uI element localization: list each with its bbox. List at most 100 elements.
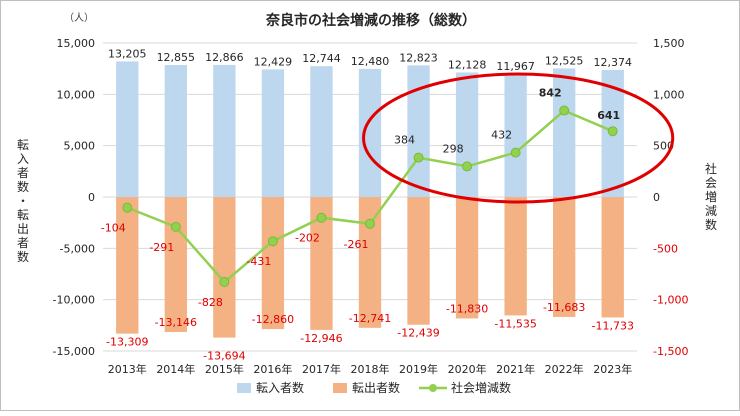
data-label-outflow: -11,535 (494, 317, 536, 330)
bar-outflow (213, 197, 236, 338)
x-tick-label: 2014年 (156, 362, 195, 376)
legend-marker-net-change (429, 384, 437, 392)
bar-inflow (553, 68, 576, 197)
x-tick-label: 2018年 (351, 362, 390, 376)
bar-inflow (213, 64, 236, 198)
highlight-ellipse (362, 72, 675, 204)
line-point-net-change (170, 221, 181, 232)
data-label-outflow: -13,694 (203, 350, 245, 363)
y-tick-label-right: -1,500 (653, 345, 688, 358)
y-tick-label-right: -1,000 (653, 294, 688, 307)
line-point-net-change (316, 212, 327, 223)
y-axis-label-left-char: 数 (17, 249, 29, 264)
y-axis-label-right-char: 会 (705, 176, 717, 190)
line-point-net-change (462, 161, 473, 172)
y-axis-label-left-char: 出 (17, 222, 29, 236)
bar-inflow (116, 61, 139, 197)
y-tick-label-left: -15,000 (53, 345, 95, 358)
y-axis-label-left-char: ・ (17, 194, 29, 208)
y-tick-label-right: 1,000 (653, 88, 685, 101)
data-label-net-change: -261 (344, 238, 369, 251)
legend-label-outflow: 転出者数 (352, 380, 400, 395)
legend-swatch-inflow (237, 383, 251, 393)
bar-outflow (164, 197, 187, 332)
x-tick-label: 2013年 (108, 362, 147, 376)
data-label-net-change: -104 (101, 222, 126, 235)
y-tick-label-left: -10,000 (53, 294, 95, 307)
axes: 15,000 10,000 5,000 0 -5,000 -10,000 -15,000 1,… (53, 37, 689, 376)
y-axis-label-right-char: 社 (705, 161, 717, 176)
data-label-outflow: -13,146 (155, 316, 197, 329)
y-tick-label-left: 5,000 (64, 140, 96, 153)
data-label-inflow: 12,429 (254, 55, 293, 68)
y-axis-label-left-char: 転 (17, 138, 29, 152)
data-label-net-change: 384 (394, 134, 415, 147)
bar-outflow (455, 197, 479, 319)
data-label-inflow: 12,480 (351, 55, 390, 68)
y-axis-label-right-char: 減 (705, 203, 717, 218)
data-label-net-change: 432 (491, 129, 512, 142)
y-axis-label-left-char: 者 (17, 236, 29, 250)
bar-outflow (116, 197, 139, 334)
data-label-inflow: 12,823 (399, 51, 438, 64)
data-label-outflow: -12,439 (397, 327, 439, 340)
bar-outflow (407, 197, 430, 325)
unit-label: （人） (64, 12, 94, 24)
chart-title: 奈良市の社会増減の推移（総数） (265, 12, 476, 29)
y-axis-label-left-char: 数 (17, 179, 29, 194)
data-label-net-change: -291 (149, 241, 174, 254)
bar-outflow (601, 197, 624, 318)
y-axis-label-left-char: 転 (17, 208, 29, 222)
data-label-inflow: 13,205 (108, 47, 147, 60)
data-label-inflow: 12,744 (302, 52, 341, 65)
data-label-inflow: 12,866 (205, 51, 244, 64)
x-tick-label: 2019年 (399, 362, 438, 376)
y-tick-label-right: 0 (653, 191, 660, 204)
y-tick-label-right: -500 (653, 242, 678, 255)
legend-label-inflow: 転入者数 (256, 380, 304, 395)
data-label-outflow: -12,946 (300, 332, 342, 345)
line-point-net-change (607, 126, 618, 137)
y-axis-label-right-char: 数 (705, 217, 717, 232)
bar-outflow (504, 197, 527, 316)
data-label-net-change: -431 (246, 255, 271, 268)
bar-inflow (358, 68, 382, 197)
data-label-outflow: -11,830 (446, 302, 488, 315)
bar-inflow (455, 72, 479, 197)
data-label-outflow: -12,741 (349, 312, 391, 325)
line-series (122, 105, 618, 288)
y-axis-label-left: 転入者数・転出者数 (17, 138, 29, 264)
data-labels: 13,205 -13,309 12,855 -13,146 12,866 -13,694 1… (101, 47, 634, 362)
bar-outflow (261, 197, 285, 330)
line-point-net-change (122, 202, 133, 213)
y-axis-label-right: 社会増減数 (705, 161, 717, 232)
x-tick-label: 2021年 (496, 362, 535, 376)
line-point-net-change (510, 147, 521, 158)
x-tick-label: 2022年 (545, 362, 584, 376)
legend: 転入者数 転出者数 社会増減数 (237, 380, 511, 395)
bar-inflow (261, 69, 285, 197)
data-label-net-change: 298 (443, 142, 464, 155)
data-label-inflow: 12,855 (157, 51, 196, 64)
legend-swatch-outflow (333, 383, 347, 393)
data-label-outflow: -13,309 (106, 336, 148, 349)
y-tick-label-left: 0 (88, 191, 95, 204)
highlight-annotation (362, 72, 675, 204)
x-tick-label: 2015年 (205, 362, 244, 376)
y-axis-label-right-char: 増 (705, 190, 717, 204)
line-point-net-change (413, 152, 424, 163)
bar-series (116, 61, 624, 338)
y-axis-label-left-char: 者 (17, 166, 29, 180)
y-tick-label-left: -5,000 (60, 242, 95, 255)
y-tick-label-right: 1,500 (653, 37, 685, 50)
line-point-net-change (559, 105, 570, 116)
data-label-net-change: -202 (295, 232, 320, 245)
data-label-net-change: 842 (539, 87, 562, 100)
line-point-net-change (267, 236, 278, 247)
x-tick-label: 2017年 (302, 362, 341, 376)
bar-outflow (310, 197, 333, 330)
legend-label-net-change: 社会増減数 (451, 380, 511, 395)
data-label-outflow: -12,860 (252, 313, 294, 326)
x-tick-label: 2016年 (253, 362, 292, 376)
